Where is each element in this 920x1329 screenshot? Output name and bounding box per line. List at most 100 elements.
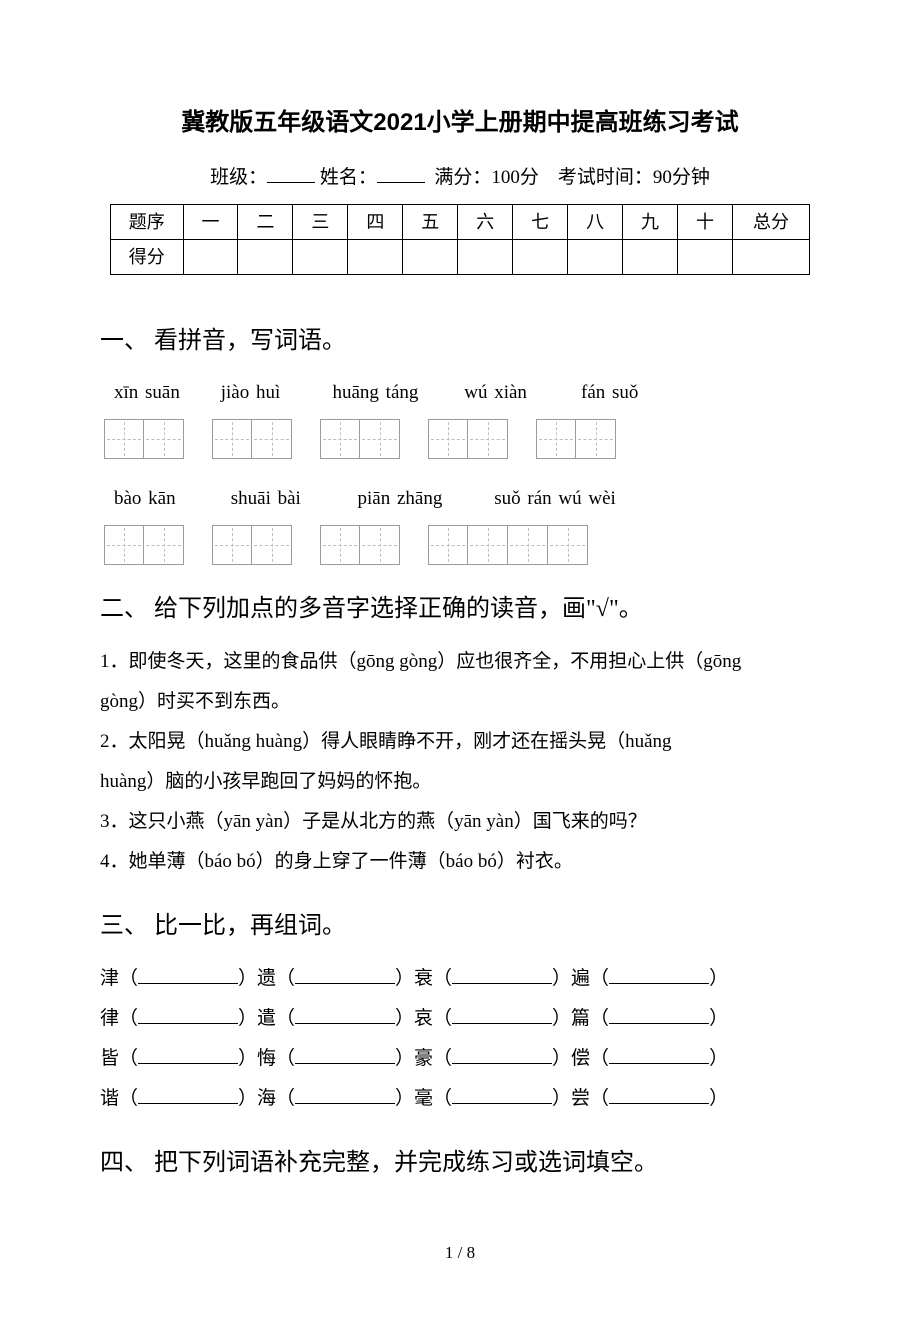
score-cell[interactable]	[293, 239, 348, 274]
char-cell[interactable]	[104, 525, 144, 565]
group-text: 律（	[100, 1008, 138, 1029]
char-cell[interactable]	[252, 419, 292, 459]
group-text: 皆（	[100, 1048, 138, 1069]
fill-blank[interactable]	[138, 1045, 238, 1064]
group-text: ）尝（	[552, 1088, 609, 1109]
score-cell[interactable]	[568, 239, 623, 274]
score-cell[interactable]	[458, 239, 513, 274]
fill-blank[interactable]	[452, 1045, 552, 1064]
group-text: ）遣（	[238, 1008, 295, 1029]
fill-blank[interactable]	[609, 1085, 709, 1104]
char-cell[interactable]	[320, 525, 360, 565]
char-cell[interactable]	[468, 525, 508, 565]
group-text: ）悔（	[238, 1048, 295, 1069]
full-label: 满分：	[434, 167, 491, 188]
group-text: ）篇（	[552, 1008, 609, 1029]
char-grid[interactable]	[536, 419, 616, 459]
char-cell[interactable]	[320, 419, 360, 459]
score-cell[interactable]	[183, 239, 238, 274]
fill-blank[interactable]	[452, 1085, 552, 1104]
fill-blank[interactable]	[609, 1045, 709, 1064]
row-label: 得分	[111, 239, 184, 274]
char-cell[interactable]	[548, 525, 588, 565]
char-cell[interactable]	[360, 419, 400, 459]
pinyin: fán suǒ	[581, 375, 638, 411]
char-grid[interactable]	[104, 419, 184, 459]
question-line: 1．即使冬天，这里的食品供（gōng gòng）应也很齐全，不用担心上供（gōn…	[100, 642, 820, 682]
char-grid[interactable]	[320, 525, 400, 565]
name-blank[interactable]	[377, 164, 425, 183]
col-head: 四	[348, 204, 403, 239]
fill-blank[interactable]	[295, 965, 395, 984]
page-title: 冀教版五年级语文2021小学上册期中提高班练习考试	[100, 100, 820, 146]
char-cell[interactable]	[576, 419, 616, 459]
char-cell[interactable]	[144, 525, 184, 565]
char-cell[interactable]	[360, 525, 400, 565]
section-1-heading: 一、 看拼音，写词语。	[100, 319, 820, 365]
group-text: ）	[709, 968, 728, 989]
fill-blank[interactable]	[138, 965, 238, 984]
class-blank[interactable]	[267, 164, 315, 183]
total-cell[interactable]	[732, 239, 809, 274]
fill-blank[interactable]	[609, 965, 709, 984]
score-cell[interactable]	[623, 239, 678, 274]
score-cell[interactable]	[403, 239, 458, 274]
char-cell[interactable]	[508, 525, 548, 565]
char-grid[interactable]	[428, 525, 588, 565]
score-cell[interactable]	[677, 239, 732, 274]
grid-row-1	[100, 419, 820, 459]
col-head: 六	[458, 204, 513, 239]
col-head: 七	[513, 204, 568, 239]
char-cell[interactable]	[252, 525, 292, 565]
char-cell[interactable]	[212, 525, 252, 565]
fill-blank[interactable]	[138, 1005, 238, 1024]
question-line: 3．这只小燕（yān yàn）子是从北方的燕（yān yàn）国飞来的吗？	[100, 802, 820, 842]
group-text: ）哀（	[395, 1008, 452, 1029]
group-line: 津（）遗（）衰（）遍（）	[100, 959, 820, 999]
fill-blank[interactable]	[452, 1005, 552, 1024]
group-text: ）	[709, 1008, 728, 1029]
fill-blank[interactable]	[138, 1085, 238, 1104]
score-cell[interactable]	[513, 239, 568, 274]
question-line: huàng）脑的小孩早跑回了妈妈的怀抱。	[100, 762, 820, 802]
pinyin: piān zhāng	[358, 481, 488, 517]
fill-blank[interactable]	[295, 1005, 395, 1024]
section-4-heading: 四、 把下列词语补充完整，并完成练习或选词填空。	[100, 1141, 820, 1187]
group-text: ）毫（	[395, 1088, 452, 1109]
col-head: 一	[183, 204, 238, 239]
group-text: ）遗（	[238, 968, 295, 989]
char-grid[interactable]	[212, 419, 292, 459]
group-line: 律（ ）遣（ ）哀（ ）篇（ ）	[100, 999, 820, 1039]
char-grid[interactable]	[212, 525, 292, 565]
grid-row-2	[100, 525, 820, 565]
pinyin: bào kān	[114, 481, 224, 517]
fill-blank[interactable]	[609, 1005, 709, 1024]
char-cell[interactable]	[428, 525, 468, 565]
group-text: 谐（	[100, 1088, 138, 1109]
char-cell[interactable]	[428, 419, 468, 459]
col-head: 二	[238, 204, 293, 239]
group-text: ）偿（	[552, 1048, 609, 1069]
page-number: 1 / 8	[100, 1237, 820, 1269]
score-table: 题序 一 二 三 四 五 六 七 八 九 十 总分 得分	[110, 204, 810, 275]
char-cell[interactable]	[212, 419, 252, 459]
char-grid[interactable]	[428, 419, 508, 459]
fill-blank[interactable]	[295, 1045, 395, 1064]
score-cell[interactable]	[238, 239, 293, 274]
char-grid[interactable]	[320, 419, 400, 459]
group-text: ）遍（	[552, 968, 609, 989]
info-line: 班级： 姓名： 满分：100分 考试时间：90分钟	[100, 160, 820, 196]
pinyin: xīn suān	[114, 375, 214, 411]
pinyin: wú xiàn	[464, 375, 574, 411]
pinyin: jiào huì	[221, 375, 326, 411]
fill-blank[interactable]	[452, 965, 552, 984]
char-grid[interactable]	[104, 525, 184, 565]
score-cell[interactable]	[348, 239, 403, 274]
fill-blank[interactable]	[295, 1085, 395, 1104]
char-cell[interactable]	[144, 419, 184, 459]
group-text: ）豪（	[395, 1048, 452, 1069]
char-cell[interactable]	[468, 419, 508, 459]
char-cell[interactable]	[104, 419, 144, 459]
section-3-content: 津（）遗（）衰（）遍（）律（）遣（）哀（）篇（）皆（）悔（）豪（）偿（）谐（）海…	[100, 959, 820, 1119]
char-cell[interactable]	[536, 419, 576, 459]
